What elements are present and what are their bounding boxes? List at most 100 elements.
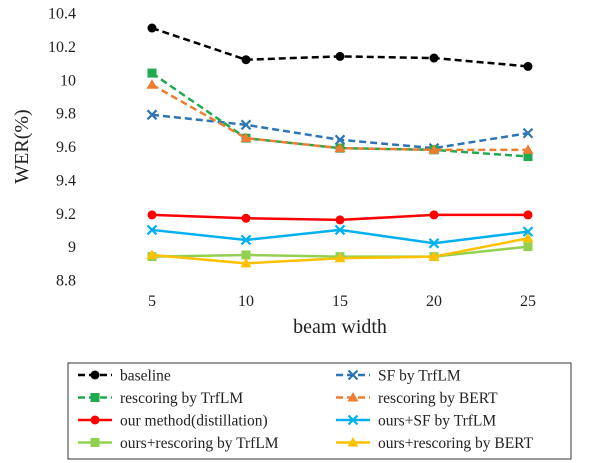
- legend-item: our method(distillation): [78, 413, 268, 430]
- data-point: [146, 249, 158, 259]
- legend-item: rescoring by BERT: [336, 390, 498, 407]
- data-point-shape: [334, 134, 346, 146]
- data-point-shape: [240, 257, 252, 268]
- y-tick-label: 9: [68, 239, 76, 256]
- data-point-shape: [146, 109, 158, 121]
- y-tick-label: 9.8: [56, 106, 76, 123]
- series-7: [146, 232, 534, 268]
- data-point-shape: [147, 210, 157, 220]
- series-line: [151, 72, 529, 158]
- data-point-shape: [428, 238, 440, 249]
- legend-marker: [90, 415, 100, 425]
- data-point: [522, 232, 534, 243]
- legend-label: our method(distillation): [120, 413, 268, 430]
- data-point: [429, 53, 439, 63]
- data-point: [334, 142, 346, 153]
- x-axis-title: beam width: [293, 316, 387, 338]
- legend-marker-shape: [90, 370, 100, 380]
- data-point: [241, 213, 251, 223]
- data-point-shape: [523, 152, 533, 162]
- data-point: [429, 210, 439, 220]
- legend-marker: [347, 414, 359, 426]
- data-point-shape: [335, 51, 345, 61]
- legend-item: ours+rescoring by TrfLM: [78, 435, 279, 452]
- data-point-shape: [146, 249, 158, 259]
- legend-label: rescoring by TrfLM: [120, 390, 243, 407]
- data-point-shape: [240, 234, 252, 246]
- legend-box: [67, 362, 572, 460]
- legend-label: SF by TrfLM: [378, 368, 461, 385]
- data-point: [240, 132, 252, 143]
- legend-item: rescoring by TrfLM: [78, 390, 243, 407]
- legend-marker-shape: [90, 393, 100, 402]
- legend-item: baseline: [78, 368, 171, 385]
- data-point-shape: [523, 61, 533, 71]
- data-point: [522, 127, 534, 139]
- data-point: [147, 210, 157, 220]
- series-line: [151, 228, 529, 245]
- legend-label: ours+SF by TrfLM: [378, 413, 496, 430]
- legend-item: ours+rescoring by BERT: [336, 435, 534, 452]
- data-point-shape: [428, 251, 440, 261]
- data-point-shape: [334, 252, 346, 263]
- y-tick-label: 10.4: [48, 6, 76, 23]
- data-point: [147, 23, 157, 33]
- data-point-shape: [241, 213, 251, 223]
- legend: baseline SF by TrfLM rescoring by TrfLM res…: [67, 362, 572, 460]
- data-point: [334, 134, 346, 146]
- legend-item: SF by TrfLM: [336, 368, 461, 385]
- x-tick-label: 5: [148, 293, 156, 310]
- data-point: [146, 109, 158, 121]
- data-point: [146, 79, 158, 89]
- data-point-shape: [241, 55, 251, 65]
- data-point-shape: [334, 142, 346, 153]
- x-tick-label: 15: [332, 293, 348, 310]
- legend-marker-shape: [90, 438, 100, 447]
- data-point: [334, 252, 346, 263]
- data-point-shape: [429, 210, 439, 220]
- data-point: [523, 152, 533, 162]
- data-point: [240, 119, 252, 131]
- series-5: [146, 224, 534, 249]
- data-point-shape: [523, 242, 533, 252]
- legend-label: ours+rescoring by TrfLM: [120, 435, 279, 452]
- y-tick-label: 9.2: [56, 206, 76, 223]
- data-point: [241, 250, 251, 260]
- legend-label: rescoring by BERT: [378, 390, 498, 407]
- data-point: [334, 224, 346, 236]
- data-point-shape: [240, 132, 252, 143]
- y-tick-label: 9.6: [56, 139, 76, 156]
- y-tick-label: 9.4: [56, 172, 76, 189]
- data-point-shape: [240, 119, 252, 131]
- data-point: [147, 68, 157, 78]
- data-point-shape: [428, 144, 440, 154]
- data-point: [240, 257, 252, 268]
- data-point-shape: [334, 224, 346, 236]
- legend-item: ours+SF by TrfLM: [336, 413, 496, 430]
- series-4: [147, 210, 533, 225]
- x-tick-label: 10: [238, 293, 254, 310]
- data-point: [428, 251, 440, 261]
- legend-marker: [347, 437, 359, 447]
- y-tick-label: 10.2: [48, 39, 76, 56]
- data-point-shape: [241, 250, 251, 260]
- legend-marker-shape: [347, 369, 359, 381]
- legend-marker: [90, 438, 100, 447]
- legend-marker-shape: [347, 414, 359, 426]
- plot-area: 8.8 9 9.2 9.4 9.6 9.8 10 10.2 10.4 5 10 15 20 25 beam …: [11, 6, 536, 339]
- data-point-shape: [429, 53, 439, 63]
- data-point: [428, 144, 440, 154]
- data-point: [523, 210, 533, 220]
- data-point-shape: [522, 232, 534, 243]
- data-point: [335, 215, 345, 225]
- data-point-shape: [335, 215, 345, 225]
- data-point: [523, 242, 533, 252]
- y-axis-title: WER(%): [11, 109, 33, 183]
- legend-marker-shape: [347, 392, 359, 402]
- legend-marker: [90, 393, 100, 402]
- data-point-shape: [147, 68, 157, 78]
- data-point-shape: [523, 210, 533, 220]
- series-0: [147, 23, 533, 71]
- y-tick-label: 8.8: [56, 273, 76, 290]
